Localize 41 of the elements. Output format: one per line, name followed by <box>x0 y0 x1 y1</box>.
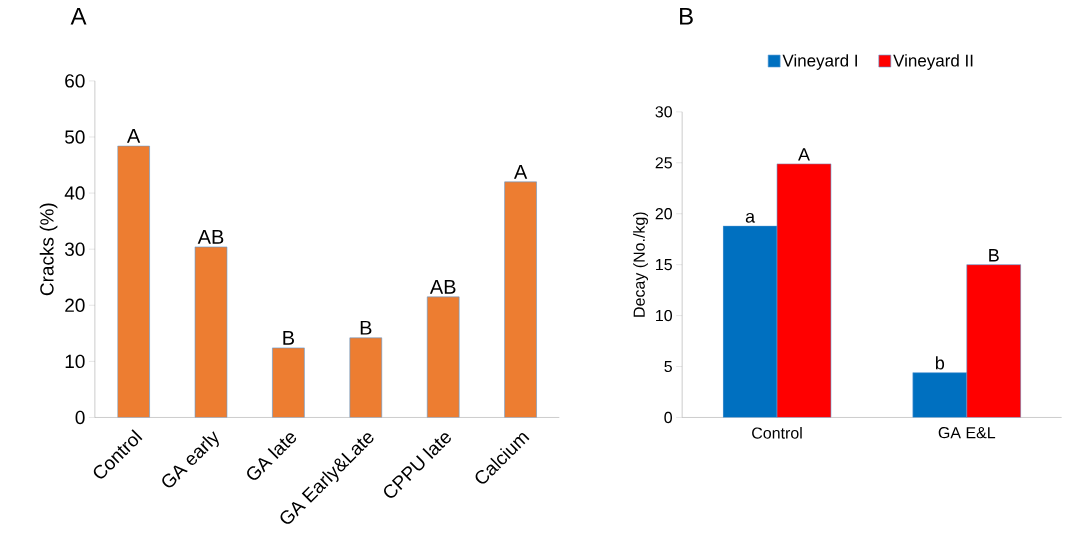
annotation: B <box>360 320 372 335</box>
y-tick-label: 20 <box>655 207 672 220</box>
annotation: A <box>126 128 141 143</box>
bar <box>776 163 832 418</box>
legend-label: Vineyard II <box>893 54 973 70</box>
annotation: B <box>283 330 294 345</box>
x-tick-label: Control <box>752 426 802 439</box>
annotation: a <box>745 212 756 223</box>
bar <box>504 181 537 418</box>
x-tick-label: GA E&L <box>938 426 996 439</box>
annotation: A <box>513 164 528 179</box>
y-tick-label: 0 <box>75 410 85 425</box>
y-tick-label: 10 <box>65 354 85 368</box>
y-tick-label: 30 <box>64 242 85 256</box>
annotation: AB <box>429 279 456 294</box>
annotation: A <box>798 148 810 161</box>
y-tick-label: 20 <box>65 298 85 312</box>
chart-title: A <box>70 7 87 25</box>
y-tick-label: 50 <box>65 130 85 144</box>
legend-label: Vineyard I <box>782 54 857 70</box>
chart-title: B <box>680 7 693 25</box>
y-axis-title: Decay (No./kg) <box>633 212 648 317</box>
y-tick-label: 15 <box>656 258 672 271</box>
y-tick-label: 0 <box>664 411 672 423</box>
y-tick-label: 5 <box>664 360 672 372</box>
bar <box>272 347 305 418</box>
y-tick-label: 40 <box>64 186 85 200</box>
y-tick-label: 30 <box>655 106 672 118</box>
bar <box>349 337 383 418</box>
annotation: B <box>989 248 999 262</box>
annotation: b <box>935 356 945 370</box>
bar <box>117 145 150 418</box>
y-axis-title: Cracks (%) <box>39 203 58 295</box>
bar <box>426 296 460 418</box>
annotation: AB <box>197 229 224 244</box>
y-tick-label: 25 <box>655 157 672 169</box>
x-tick-label: GA late <box>247 433 297 480</box>
bar <box>194 246 228 418</box>
y-tick-label: 10 <box>656 309 672 322</box>
bar <box>966 264 1022 418</box>
y-tick-label: 60 <box>65 74 85 88</box>
